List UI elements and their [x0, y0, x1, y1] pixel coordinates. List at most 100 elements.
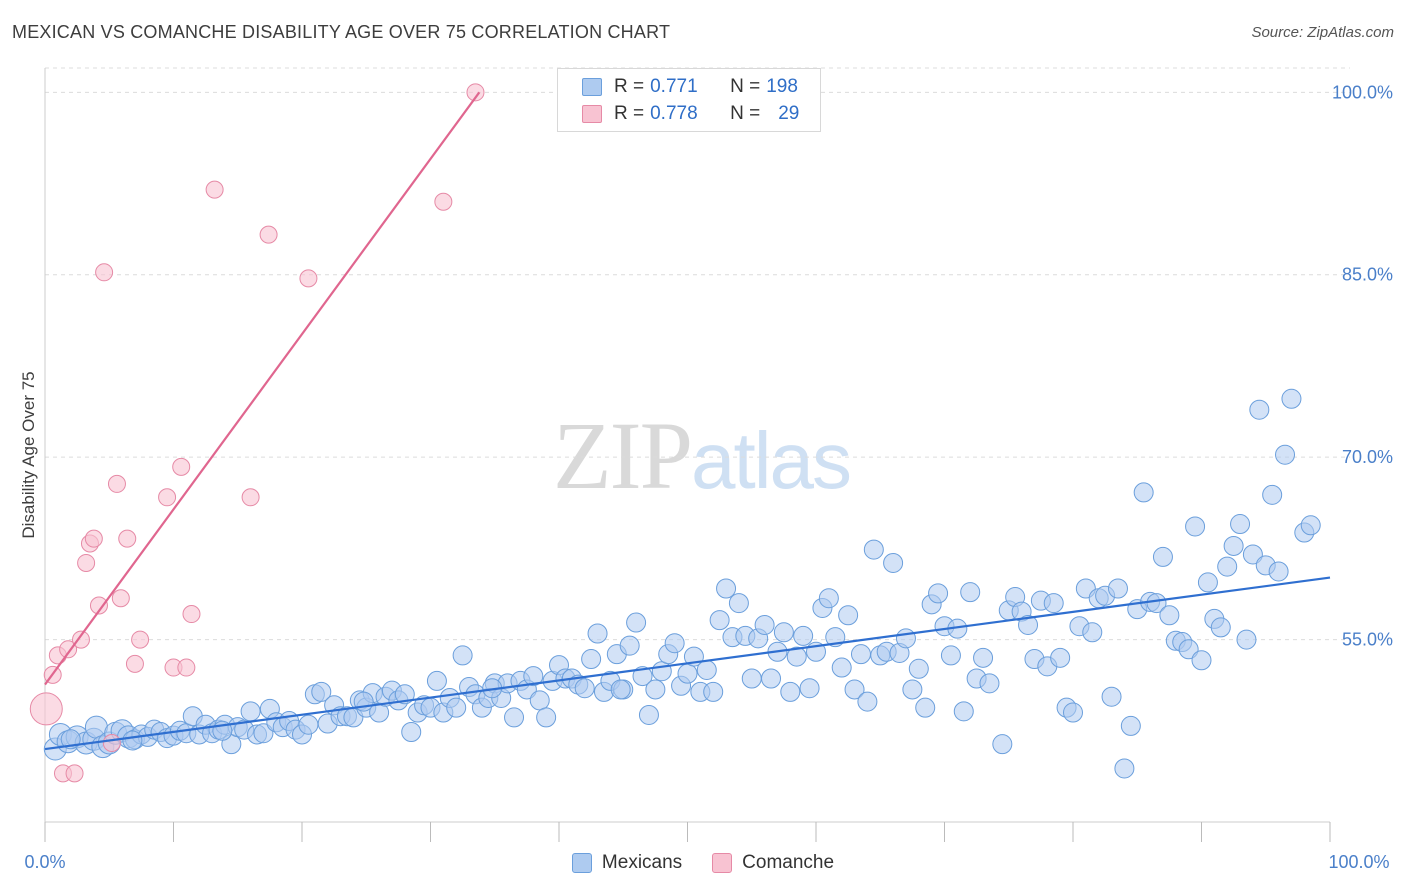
mexicans-point: [703, 681, 724, 702]
comanche-point: [259, 225, 278, 244]
comanche-point: [466, 83, 485, 102]
comanche-point: [102, 733, 121, 752]
grid-lines: [45, 67, 1350, 641]
mexicans-point: [761, 668, 782, 689]
mexicans-point: [587, 623, 608, 644]
comanche-point: [182, 605, 201, 624]
comanche-point: [84, 529, 103, 548]
mexicans-point: [504, 707, 525, 728]
bottom-legend-comanche: Comanche: [712, 852, 834, 874]
mexicans-point: [1223, 535, 1244, 556]
mexicans-point: [426, 670, 447, 691]
mexicans-point: [1152, 546, 1173, 567]
comanche-points: [29, 83, 485, 783]
comanche-point: [177, 658, 196, 677]
mexicans-point: [122, 730, 143, 751]
mexicans-point: [728, 593, 749, 614]
bottom-legend-label-comanche: Comanche: [742, 852, 835, 873]
mexicans-point: [908, 658, 929, 679]
comanche-point: [71, 630, 90, 649]
comanche-point: [125, 654, 144, 673]
mexicans-point: [786, 646, 807, 667]
mexicans-point: [844, 679, 865, 700]
mexicans-point: [645, 679, 666, 700]
legend-r-value: 0.778: [650, 103, 698, 124]
comanche-point: [59, 640, 78, 659]
mexicans-point: [1107, 578, 1128, 599]
comanche-point: [299, 269, 318, 288]
mexicans-point: [523, 666, 544, 687]
mexicans-point: [1300, 515, 1321, 536]
mexicans-point: [953, 701, 974, 722]
mexicans-point: [1178, 639, 1199, 660]
comanche-point: [118, 529, 137, 548]
y-tick-label: 70.0%: [1342, 447, 1393, 467]
comanche-point: [205, 180, 224, 199]
comanche-point: [29, 692, 63, 726]
mexicans-point: [651, 661, 672, 682]
mexicans-point: [940, 645, 961, 666]
legend-n-value: 29: [778, 103, 800, 124]
legend-swatch-comanche: [582, 105, 602, 123]
mexicans-point: [716, 578, 737, 599]
mexicans-point: [677, 663, 698, 684]
legend-n-label: N =: [730, 103, 761, 124]
comanche-trendline: [44, 91, 481, 686]
legend-n-label: N =: [730, 76, 761, 97]
legend-r-label: R =: [614, 103, 645, 124]
trendlines: [44, 91, 1331, 751]
mexicans-point: [709, 610, 730, 631]
y-tick-label: 85.0%: [1342, 265, 1393, 285]
mexicans-point: [973, 647, 994, 668]
mexicans-point: [394, 684, 415, 705]
bottom-legend: Mexicans Comanche: [0, 852, 1406, 874]
mexicans-point: [850, 644, 871, 665]
mexicans-point: [992, 734, 1013, 755]
mexicans-point: [1082, 622, 1103, 643]
comanche-point: [107, 474, 126, 493]
mexicans-point: [632, 666, 653, 687]
legend-r-value: 0.771: [650, 76, 698, 97]
mexicans-point: [610, 679, 631, 700]
x-tick-label: 0.0%: [24, 852, 65, 872]
mexicans-point: [626, 612, 647, 633]
mexicans-point: [536, 707, 557, 728]
chart-title: MEXICAN VS COMANCHE DISABILITY AGE OVER …: [12, 22, 671, 42]
mexicans-point: [1236, 629, 1257, 650]
mexicans-point: [818, 588, 839, 609]
mexicans-point: [928, 583, 949, 604]
tick-labels: 55.0% 70.0% 85.0% 100.0% 0.0% 100.0%: [24, 82, 1393, 872]
mexicans-point: [1018, 614, 1039, 635]
mexicans-point: [1191, 650, 1212, 671]
mexicans-point: [1217, 556, 1238, 577]
mexicans-point: [754, 614, 775, 635]
mexicans-point: [857, 691, 878, 712]
comanche-point: [434, 192, 453, 211]
mexicans-points: [43, 388, 1321, 779]
mexicans-point: [1063, 702, 1083, 723]
mexicans-point: [915, 697, 936, 718]
mexicans-point: [1185, 516, 1206, 537]
mexicans-point: [1114, 758, 1135, 779]
comanche-point: [95, 263, 114, 282]
mexicans-point: [1249, 399, 1270, 420]
mexicans-point: [960, 582, 981, 603]
comanche-point: [131, 630, 150, 649]
bottom-legend-mexicans: Mexicans: [571, 852, 682, 874]
mexicans-point: [1197, 572, 1218, 593]
watermark-zip: ZIP: [553, 402, 693, 509]
mexicans-point: [1275, 444, 1296, 465]
legend-n-value: 198: [766, 76, 798, 97]
mexicans-point: [401, 722, 422, 743]
mexicans-point: [1101, 686, 1122, 707]
mexicans-point: [1120, 715, 1141, 736]
mexicans-point: [253, 723, 274, 744]
mexicans-point: [741, 668, 762, 689]
y-axis-label: Disability Age Over 75: [19, 371, 38, 538]
mexicans-point: [619, 635, 640, 656]
mexicans-point: [895, 628, 916, 649]
legend-row-mexicans: R = 0.771 N = 198: [582, 74, 798, 100]
mexicans-point: [902, 679, 923, 700]
mexicans-point: [1281, 388, 1302, 409]
